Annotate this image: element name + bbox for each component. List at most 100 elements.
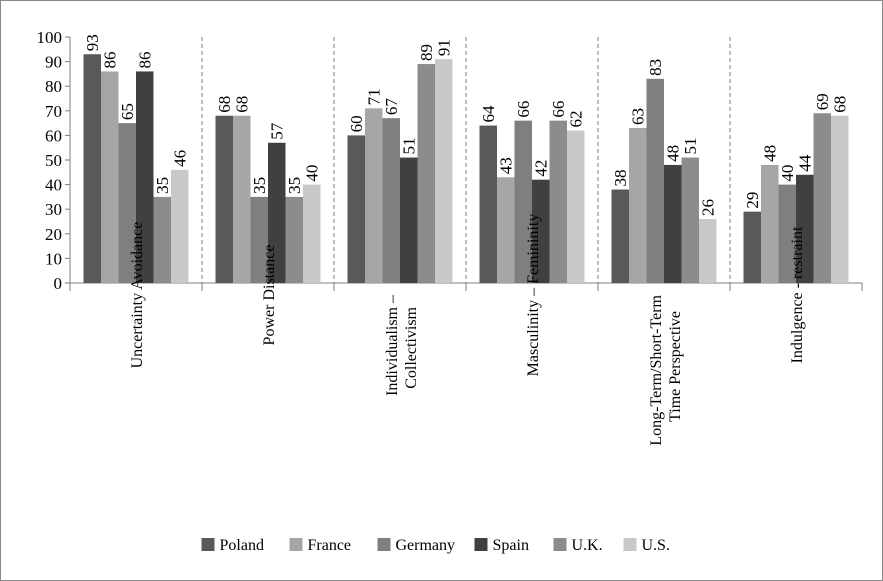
data-label: 66: [514, 101, 533, 118]
x-tick-label: Masculinity – Femininity: [525, 214, 542, 377]
bar: [497, 177, 515, 283]
data-label: 57: [268, 122, 287, 140]
bar: [549, 120, 567, 283]
bar: [681, 157, 699, 283]
data-label: 64: [479, 105, 498, 123]
data-label: 29: [743, 192, 762, 209]
y-tick-label: 30: [45, 200, 62, 219]
data-label: 86: [136, 51, 155, 68]
bar: [171, 169, 189, 283]
y-tick-label: 50: [45, 151, 62, 170]
legend-label: U.K.: [572, 537, 603, 554]
bar: [743, 211, 761, 283]
data-label: 83: [646, 59, 665, 76]
x-tick-label: Power Distance: [261, 245, 278, 346]
y-tick-label: 10: [45, 249, 62, 268]
bar: [250, 196, 268, 283]
bar: [233, 115, 251, 283]
data-label: 48: [761, 145, 780, 162]
data-label: 68: [215, 96, 234, 113]
bar: [435, 59, 453, 283]
data-label: 65: [118, 103, 137, 120]
bar: [417, 64, 435, 283]
y-tick-label: 70: [45, 102, 62, 121]
y-tick-label: 0: [54, 274, 63, 293]
legend-label: Spain: [493, 537, 529, 554]
data-label: 71: [365, 88, 384, 105]
bar: [778, 184, 796, 283]
legend-swatch: [623, 538, 637, 551]
data-label: 48: [664, 145, 683, 162]
bar: [796, 174, 814, 283]
bar: [813, 113, 831, 283]
data-label: 40: [303, 165, 322, 182]
data-label: 51: [681, 138, 700, 155]
y-tick-label: 40: [45, 176, 62, 195]
bar: [83, 54, 101, 283]
data-label: 60: [347, 115, 366, 132]
y-tick-label: 90: [45, 53, 62, 72]
bar: [215, 115, 233, 283]
legend-label: Poland: [220, 537, 264, 554]
data-label: 68: [233, 96, 252, 113]
data-label: 40: [778, 165, 797, 182]
x-tick-label: Individualism – Collectivism: [384, 294, 420, 396]
y-tick-label: 20: [45, 225, 62, 244]
bar: [629, 128, 647, 283]
data-label: 35: [285, 177, 304, 194]
data-label: 35: [153, 177, 172, 194]
data-label: 67: [382, 98, 401, 116]
data-label: 91: [435, 39, 454, 56]
legend-swatch: [201, 538, 215, 551]
data-label: 26: [699, 199, 718, 216]
x-tick-label: Indulgence - restraint: [789, 226, 806, 363]
legend-swatch: [377, 538, 391, 551]
bar: [761, 164, 779, 283]
bar: [153, 196, 171, 283]
data-label: 35: [250, 177, 269, 194]
bar: [268, 142, 286, 283]
bar: [285, 196, 303, 283]
legend-label: U.S.: [642, 537, 670, 554]
data-label: 93: [83, 34, 102, 51]
bar: [101, 71, 119, 283]
data-label: 44: [796, 154, 815, 172]
bar: [136, 71, 154, 283]
bar: [347, 135, 365, 283]
bar: [479, 125, 497, 283]
bar: [303, 184, 321, 283]
bar: [611, 189, 629, 283]
bar: [382, 118, 400, 284]
bar: [646, 78, 664, 283]
legend-swatch: [553, 538, 567, 551]
bar: [400, 157, 418, 283]
data-label: 68: [831, 96, 850, 113]
bar: [532, 179, 550, 283]
data-label: 51: [400, 138, 419, 155]
data-label: 46: [171, 150, 190, 167]
data-label: 62: [567, 110, 586, 127]
legend-label: Germany: [396, 537, 456, 554]
data-label: 43: [497, 157, 516, 174]
legend-swatch: [289, 538, 303, 551]
data-label: 38: [611, 170, 630, 187]
bar: [567, 130, 585, 283]
data-label: 69: [813, 93, 832, 110]
x-tick-label: Long-Term/Short-Term Time Perspective: [648, 294, 684, 445]
legend-label: France: [308, 537, 352, 554]
bar: [514, 120, 532, 283]
data-label: 66: [549, 101, 568, 118]
legend-swatch: [474, 538, 488, 551]
bar: [699, 219, 717, 283]
legend: Poland France Germany Spain U.K. U.S.: [201, 537, 670, 554]
y-tick-label: 80: [45, 77, 62, 96]
y-tick-label: 100: [37, 28, 63, 47]
x-tick-label: Uncertainty Avoidance: [129, 222, 146, 369]
bar: [664, 164, 682, 283]
data-label: 42: [532, 160, 551, 177]
bar: [365, 108, 383, 283]
data-label: 63: [629, 108, 648, 125]
bar: [831, 115, 849, 283]
